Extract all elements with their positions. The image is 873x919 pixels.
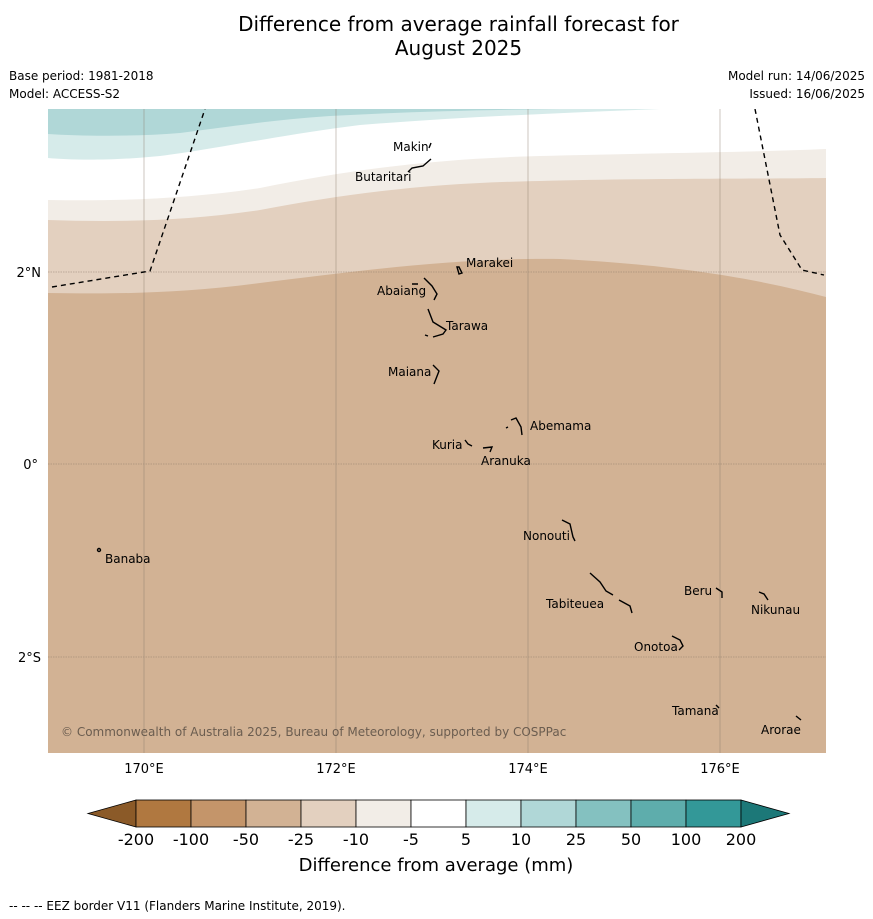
colorbar-tick-label: -25 [288,830,314,849]
colorbar-segment [685,799,742,828]
island-label-beru: Beru [684,584,712,598]
colorbar-tick-label: 10 [511,830,531,849]
island-label-onotoa: Onotoa [634,640,678,654]
meta-left: Base period: 1981-2018 Model: ACCESS-S2 [9,67,154,103]
nonouti-outline [561,519,576,542]
colorbar-tick-label: -5 [403,830,419,849]
colorbar-arrow-left [86,799,137,828]
island-label-kuria: Kuria [432,438,463,452]
colorbar [86,799,791,828]
colorbar-tick-label: 25 [566,830,586,849]
model-name: Model: ACCESS-S2 [9,87,121,101]
lon-tick-172: 172°E [316,762,356,777]
kuria-outline [464,439,473,447]
marakei-outline [456,266,463,275]
island-label-maiana: Maiana [388,365,431,379]
lon-tick-170: 170°E [124,762,164,777]
colorbar-segment [520,799,577,828]
colorbar-tick-label: -50 [233,830,259,849]
colorbar-tick-label: 50 [621,830,641,849]
title-line-1: Difference from average rainfall forecas… [238,12,679,36]
axis-labels: 170°E 172°E 174°E 176°E 2°N 0° 2°S [17,266,740,777]
lat-tick-2n: 2°N [17,266,42,281]
colorbar-segment [300,799,357,828]
colorbar-segment [245,799,302,828]
island-label-marakei: Marakei [466,256,513,270]
colorbar-tick-label: -10 [343,830,369,849]
tarawa-outline [424,308,448,338]
eez-border [51,109,825,288]
colorbar-tick-label: 200 [726,830,757,849]
beru-outline [715,587,723,598]
lat-tick-2s: 2°S [18,651,41,666]
colorbar-tick-label: -200 [118,830,154,849]
island-outlines [96,142,802,721]
island-label-tarawa: Tarawa [445,319,488,333]
arorae-outline [795,715,802,721]
island-label-abemama: Abemama [530,419,591,433]
gridlines [48,109,826,753]
issued-date: Issued: 16/06/2025 [749,87,865,101]
aranuka-outline [482,446,494,453]
colorbar-labels: -200 -100 -50 -25 -10 -5 5 10 25 50 100 200 [118,830,756,849]
colorbar-segment [575,799,632,828]
colorbar-segment [410,799,467,828]
island-label-aranuka: Aranuka [481,454,531,468]
island-labels: Makin Butaritari Marakei Abaiang Tarawa … [105,140,801,737]
colorbar-segment [465,799,522,828]
base-period: Base period: 1981-2018 [9,69,154,83]
lat-tick-0: 0° [23,458,38,473]
onotoa-outline [671,635,684,651]
colorbar-segment [135,799,192,828]
makin-outline [428,142,432,149]
tabiteuea-outline [589,572,633,614]
banaba-outline [96,547,102,553]
abemama-outline [505,417,523,436]
island-label-arorae: Arorae [761,723,801,737]
lon-tick-174: 174°E [508,762,548,777]
colorbar-segment [190,799,247,828]
colorbar-segment [630,799,687,828]
nikunau-outline [758,591,769,601]
island-label-butaritari: Butaritari [355,170,412,184]
colorbar-tick-label: 100 [671,830,702,849]
island-label-makin: Makin [393,140,429,154]
island-label-tamana: Tamana [671,704,719,718]
maiana-outline [432,364,440,385]
colorbar-tick-label: 5 [461,830,471,849]
band-plus-10 [48,109,560,136]
colorbar-title: Difference from average (mm) [299,855,574,876]
abaiang-outline [412,277,438,301]
island-label-nonouti: Nonouti [523,529,570,543]
eez-footnote: -- -- -- EEZ border V11 (Flanders Marine… [9,899,346,913]
rainfall-map: Makin Butaritari Marakei Abaiang Tarawa … [48,109,826,753]
meta-right: Model run: 14/06/2025 Issued: 16/06/2025 [728,67,865,103]
butaritari-outline [407,158,432,173]
tamana-outline [715,704,720,709]
colorbar-arrow-right [740,799,791,828]
model-run: Model run: 14/06/2025 [727,69,865,83]
island-label-nikunau: Nikunau [751,603,800,617]
colorbar-tick-label: -100 [173,830,209,849]
island-label-abaiang: Abaiang [377,284,426,298]
colorbar-segment [355,799,412,828]
map-title: Difference from average rainfall forecas… [0,12,873,60]
island-label-tabiteuea: Tabiteuea [545,597,604,611]
copyright-text: © Commonwealth of Australia 2025, Bureau… [61,725,566,739]
title-line-2: August 2025 [394,36,523,60]
island-label-banaba: Banaba [105,552,151,566]
lon-tick-176: 176°E [700,762,740,777]
